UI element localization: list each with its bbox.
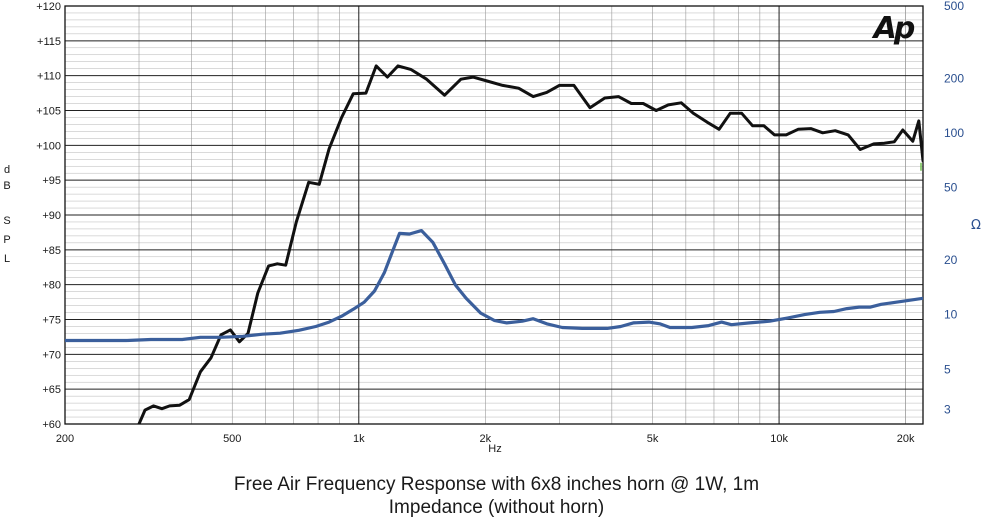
right-axis-ticks: 3 5 10 20 50 100 200 500 bbox=[944, 0, 964, 417]
x-axis-label: Hz bbox=[488, 443, 501, 455]
y-right-tick-label: 5 bbox=[944, 362, 951, 376]
y-right-tick-label: 200 bbox=[944, 71, 964, 85]
x-tick-label: 1k bbox=[353, 433, 365, 445]
x-tick-label: 10k bbox=[770, 433, 788, 445]
y-left-tick-label: +105 bbox=[36, 106, 61, 118]
y-left-tick-label: +95 bbox=[42, 175, 61, 187]
y-left-label-char: P bbox=[3, 234, 10, 246]
x-tick-label: 500 bbox=[223, 433, 241, 445]
x-tick-label: 2k bbox=[479, 433, 491, 445]
y-left-tick-label: +75 bbox=[42, 315, 61, 327]
y-left-tick-label: +120 bbox=[36, 1, 61, 13]
chart-caption-response: Free Air Frequency Response with 6x8 inc… bbox=[233, 474, 760, 495]
y-left-tick-label: +110 bbox=[37, 71, 61, 83]
y-left-tick-label: +90 bbox=[42, 210, 61, 222]
y-right-tick-label: 500 bbox=[944, 0, 964, 13]
y-right-tick-label: 10 bbox=[944, 308, 958, 322]
x-tick-label: 200 bbox=[56, 433, 74, 445]
frequency-response-chart: +60 +65 +70 +75 +80 +85 +90 +95 +100 +105 +110 +115… bbox=[3, 0, 981, 455]
right-axis-label: Ω bbox=[971, 218, 981, 233]
y-left-tick-label: +100 bbox=[36, 140, 61, 152]
x-axis-ticks: 200 500 1k 2k 5k 10k 20k bbox=[56, 433, 915, 445]
y-left-label-char: L bbox=[4, 253, 10, 265]
x-tick-label: 20k bbox=[897, 433, 915, 445]
y-left-tick-label: +85 bbox=[42, 245, 61, 257]
y-left-label-char: S bbox=[3, 215, 10, 227]
grid bbox=[64, 5, 924, 425]
chart-caption-impedance: Impedance (without horn) bbox=[388, 497, 605, 518]
spl-response-line bbox=[137, 64, 923, 424]
left-axis-ticks: +60 +65 +70 +75 +80 +85 +90 +95 +100 +105 +110 +115… bbox=[36, 1, 61, 431]
y-right-tick-label: 50 bbox=[944, 181, 958, 195]
y-right-tick-label: 20 bbox=[944, 253, 958, 267]
y-left-tick-label: +65 bbox=[42, 384, 61, 396]
left-axis-label: dB SPL bbox=[3, 164, 10, 265]
y-left-tick-label: +60 bbox=[42, 419, 61, 431]
y-left-label-char: d bbox=[4, 164, 10, 176]
plot-frame bbox=[64, 5, 924, 425]
y-left-tick-label: +70 bbox=[42, 349, 61, 361]
series-layer bbox=[65, 64, 923, 424]
y-right-tick-label: 100 bbox=[944, 126, 964, 140]
y-left-label-char: B bbox=[3, 180, 10, 192]
y-right-tick-label: 3 bbox=[944, 403, 951, 417]
impedance-line bbox=[65, 229, 923, 343]
ap-logo: Ap bbox=[872, 11, 915, 46]
x-tick-label: 5k bbox=[647, 433, 659, 445]
y-left-tick-label: +80 bbox=[42, 280, 61, 292]
y-left-tick-label: +115 bbox=[37, 36, 61, 48]
